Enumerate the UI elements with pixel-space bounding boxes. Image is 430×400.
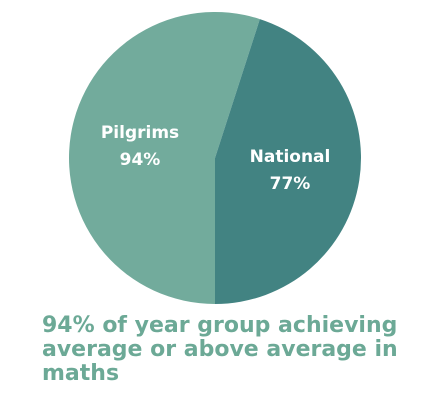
slice-label: National — [250, 147, 331, 167]
pie-slice — [69, 11, 260, 304]
value-label: 94% — [120, 150, 161, 170]
pie-slice — [215, 19, 361, 304]
slice-label: Pilgrims — [101, 123, 179, 143]
value-label: 77% — [270, 174, 311, 194]
chart: Pilgrims 94% National 77% — [69, 11, 361, 304]
chart-title: 94% of year group achieving average or a… — [42, 313, 398, 386]
